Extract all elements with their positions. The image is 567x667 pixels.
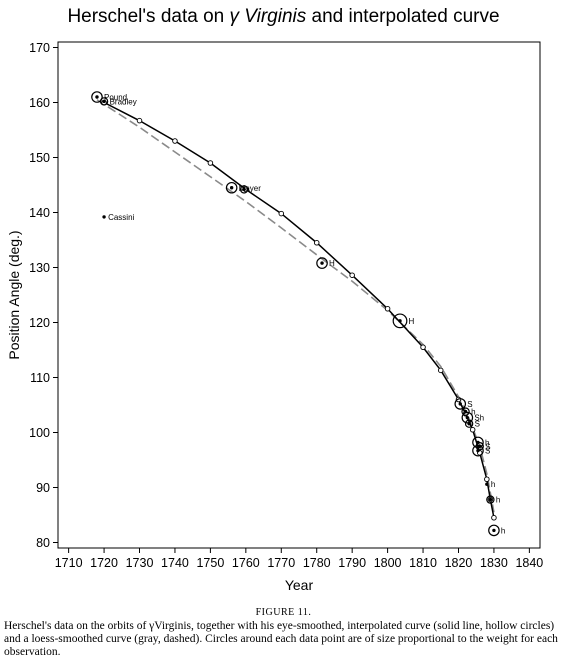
x-tick-label: 1820 xyxy=(445,556,473,570)
observation-point xyxy=(458,402,462,406)
x-tick-label: 1750 xyxy=(196,556,224,570)
x-axis: 1710 1720 1730 1740 1750 1760 1770 1780 1790 1800… xyxy=(55,548,543,570)
y-tick-label: 170 xyxy=(29,41,50,55)
weight-circle xyxy=(488,524,500,537)
plot-frame xyxy=(57,41,541,549)
interpolated-point xyxy=(172,138,178,144)
interpolated-point xyxy=(438,367,444,374)
interpolated-point xyxy=(384,306,391,312)
observation-label: S xyxy=(485,447,490,456)
interpolated-point xyxy=(136,117,143,124)
title-star-name: Virginis xyxy=(244,6,307,27)
y-tick-label: 160 xyxy=(29,96,50,110)
weight-circle xyxy=(454,398,467,410)
observation-label: S xyxy=(467,400,472,409)
weight-circle xyxy=(472,436,484,449)
caption-heading: FIGURE 11. xyxy=(255,607,312,618)
interpolated-curve-line xyxy=(103,101,495,518)
observation-point xyxy=(465,415,470,420)
x-tick-label: 1800 xyxy=(374,556,402,570)
x-tick-label: 1790 xyxy=(338,556,366,570)
title-greek: γ xyxy=(229,6,240,27)
x-tick-label: 1740 xyxy=(161,556,189,570)
weight-circle xyxy=(461,411,474,424)
weight-circle xyxy=(392,313,408,329)
y-tick-label: 90 xyxy=(36,481,50,495)
observation-point xyxy=(485,482,489,486)
y-tick-label: 140 xyxy=(29,206,50,220)
weight-circle xyxy=(464,419,474,428)
observation-point xyxy=(242,187,246,192)
x-tick-label: 1830 xyxy=(480,556,508,570)
chart-canvas: 1710 1720 1730 1740 1750 1760 1770 1780 1790 1800… xyxy=(6,41,543,593)
title-suffix: and interpolated curve xyxy=(306,6,500,27)
title-prefix: Herschel's data on xyxy=(67,6,230,27)
observation-point xyxy=(102,215,106,219)
x-tick-label: 1840 xyxy=(515,556,543,570)
interpolated-point xyxy=(313,239,320,246)
observation-point xyxy=(467,422,471,426)
interpolated-point xyxy=(349,272,355,278)
curves xyxy=(96,99,497,521)
observation-label: S xyxy=(475,420,480,429)
observation-point xyxy=(229,186,234,190)
observation-label: h xyxy=(491,480,495,489)
x-axis-title: Year xyxy=(285,577,314,593)
observation-label: h xyxy=(471,408,475,417)
interpolated-point xyxy=(207,160,214,166)
caption-text: Herschel's data on the orbits of γVirgin… xyxy=(4,620,558,658)
weight-circle xyxy=(99,97,109,106)
observation-label: Sh xyxy=(474,414,484,423)
weight-circle xyxy=(225,181,238,194)
weight-circle xyxy=(486,495,495,504)
x-tick-label: 1780 xyxy=(303,556,331,570)
x-tick-label: 1720 xyxy=(90,556,118,570)
observation-point xyxy=(476,448,480,453)
observation-label: h xyxy=(501,526,505,535)
observation-point xyxy=(492,528,496,533)
y-tick-label: 100 xyxy=(29,426,50,440)
y-tick-label: 80 xyxy=(36,536,50,550)
x-tick-label: 1730 xyxy=(126,556,154,570)
observation-label: Bradley xyxy=(110,97,137,106)
weight-circle xyxy=(461,407,470,416)
observation-label: h xyxy=(485,438,489,447)
observation-label: Cassini xyxy=(108,213,134,222)
observation-label: H xyxy=(409,317,415,326)
x-tick-label: 1710 xyxy=(55,556,83,570)
observation-label: H xyxy=(329,259,335,268)
observation-point xyxy=(95,95,99,99)
weight-circle xyxy=(316,257,328,269)
chart-title: Herschel's data on γ Virginis and interp… xyxy=(0,6,567,28)
x-tick-label: 1770 xyxy=(267,556,295,570)
y-tick-label: 130 xyxy=(29,261,50,275)
y-tick-label: 110 xyxy=(30,371,50,385)
weight-circle xyxy=(239,185,249,194)
observation-point xyxy=(398,319,402,323)
x-tick-label: 1810 xyxy=(409,556,437,570)
observation-label: Mayer xyxy=(239,184,262,193)
y-axis-title: Position Angle (deg.) xyxy=(6,230,22,359)
x-tick-label: 1760 xyxy=(232,556,260,570)
y-tick-label: 150 xyxy=(29,151,50,165)
interpolated-point xyxy=(278,210,285,217)
loess-curve-line xyxy=(96,99,495,513)
y-tick-label: 120 xyxy=(29,316,50,330)
weight-circle xyxy=(472,444,484,457)
observation-point xyxy=(102,99,106,104)
observation-label: Pound xyxy=(104,93,127,102)
weight-circle xyxy=(91,91,103,103)
interpolated-point xyxy=(491,515,497,521)
y-axis: 80 90 100 110 120 130 140 150 160 170 xyxy=(29,41,58,550)
observation-label: h xyxy=(496,496,500,505)
interpolated-point xyxy=(484,476,490,483)
interpolated-point xyxy=(420,344,426,351)
observation-label: S xyxy=(485,442,490,451)
interpolated-point xyxy=(469,427,476,433)
observation-point xyxy=(488,497,493,502)
observation-point xyxy=(320,261,324,265)
